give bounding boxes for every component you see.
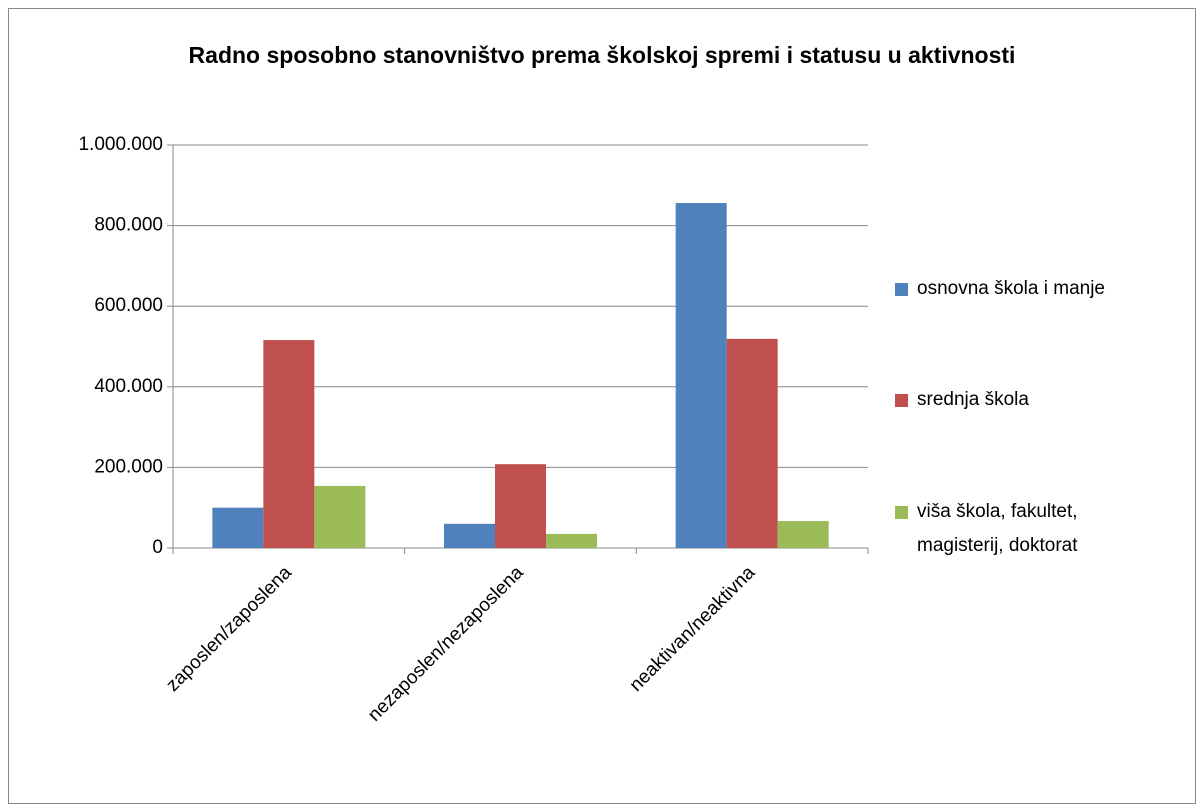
bar: [777, 520, 829, 548]
y-tick-label: 800.000: [94, 215, 163, 236]
legend-item: viša škola, fakultet, magisterij, doktor…: [895, 495, 1117, 563]
bar: [726, 338, 778, 548]
legend-label: osnovna škola i manje: [917, 278, 1105, 299]
y-tick-label: 200.000: [94, 456, 163, 477]
legend-item: osnovna škola i manje: [895, 272, 1204, 306]
chart-frame: [8, 8, 1196, 804]
legend-label: srednja škola: [917, 389, 1029, 410]
bar: [444, 523, 495, 548]
y-tick-label: 600.000: [94, 295, 163, 316]
y-tick-label: 1.000.000: [78, 134, 163, 155]
bar: [263, 340, 315, 548]
chart-title: Radno sposobno stanovništvo prema školsk…: [188, 42, 1016, 68]
bar: [212, 507, 264, 548]
legend-label: viša škola, fakultet, magisterij, doktor…: [917, 501, 1078, 556]
legend-swatch: [895, 506, 908, 519]
legend-swatch: [895, 394, 908, 407]
bar: [546, 533, 597, 548]
legend-swatch: [895, 283, 908, 296]
y-tick-label: 400.000: [94, 376, 163, 397]
y-tick-label: 0: [152, 537, 163, 558]
bar: [675, 203, 727, 549]
bar: [495, 464, 546, 548]
bar: [314, 485, 366, 548]
legend-item: srednja škola: [895, 383, 1204, 417]
